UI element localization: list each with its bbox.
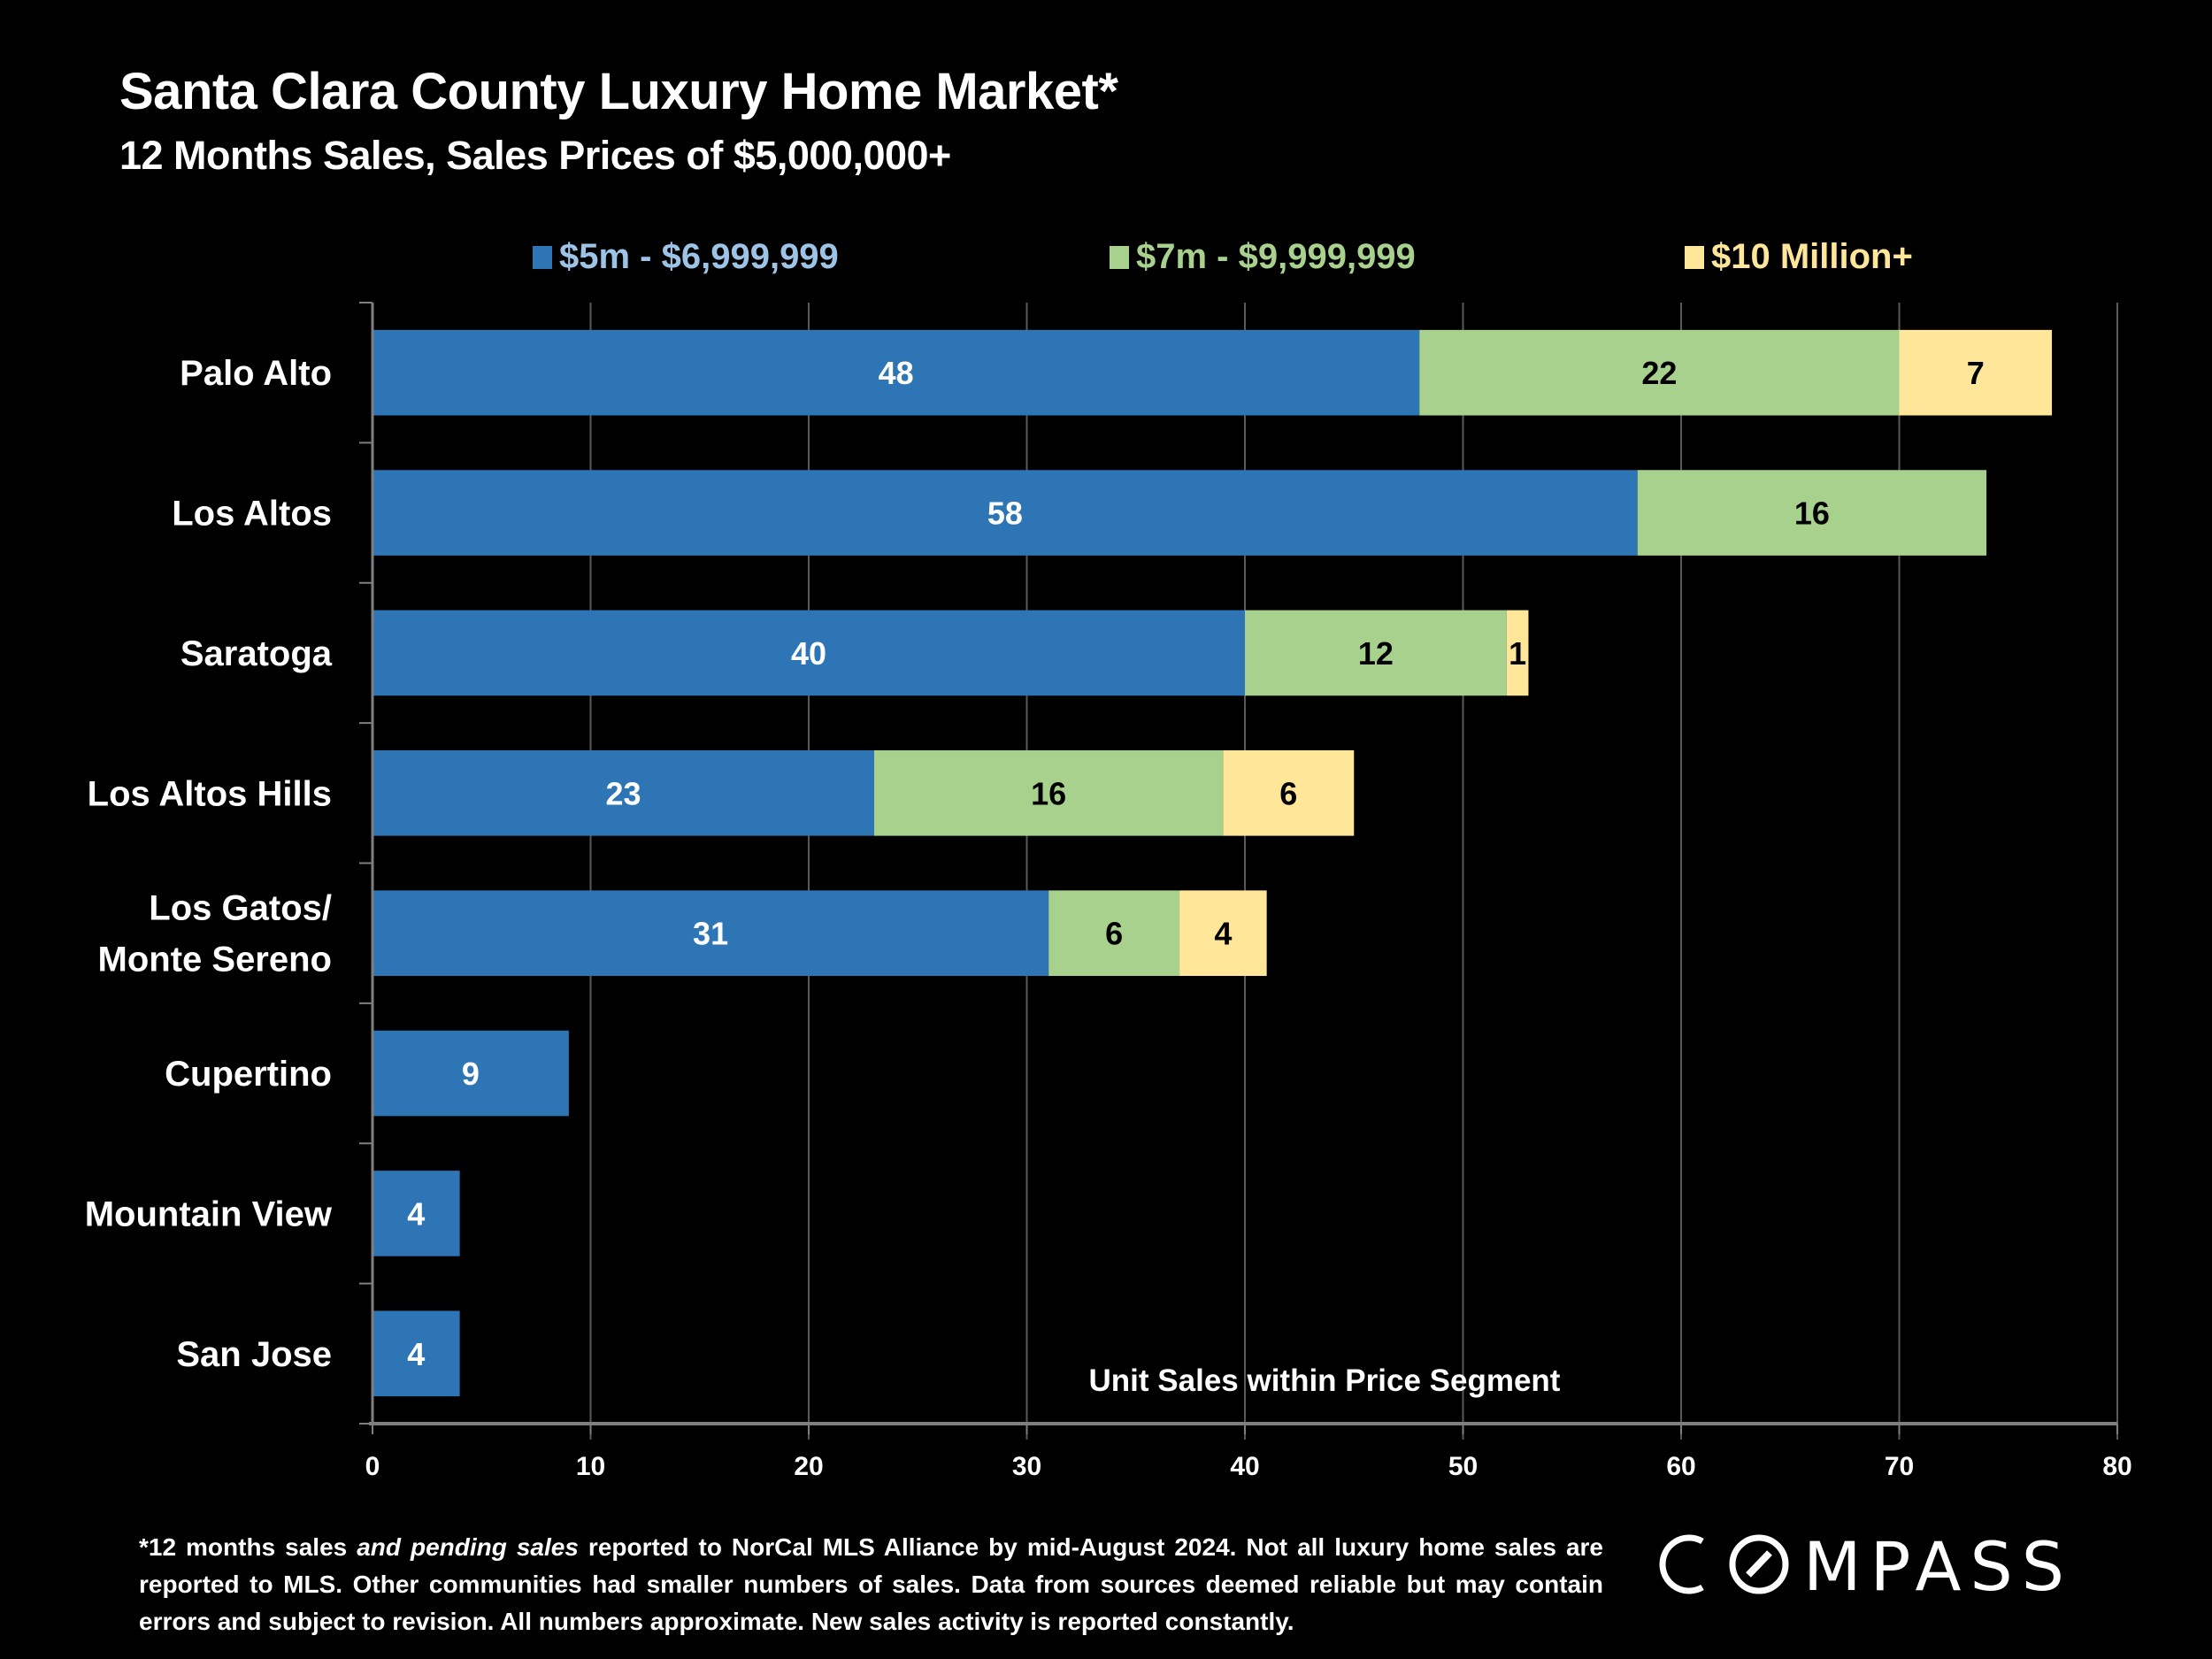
bar-value-label: 4 xyxy=(407,1336,425,1372)
bar-segment xyxy=(1048,890,1180,976)
bar-segment xyxy=(1506,610,1529,696)
legend-item-10m-plus: $10 Million+ xyxy=(1685,237,1913,277)
bar-value-label: 31 xyxy=(693,916,728,952)
bar-segment xyxy=(1637,470,1987,556)
bar-value-label: 4 xyxy=(407,1195,425,1232)
category-labels: Palo Alto Los Altos Saratoga Los Altos Hill… xyxy=(85,354,333,1374)
category-label: Saratoga xyxy=(180,634,333,673)
bar-value-label: 40 xyxy=(791,635,826,672)
bars: 48 22 7 58 16 40 12 1 23 16 6 31 6 4 9 4 4 xyxy=(373,329,2053,1397)
x-tick-label: 70 xyxy=(1885,1452,1914,1481)
category-label: Los Gatos/Monte Sereno xyxy=(98,889,332,979)
bar-value-label: 7 xyxy=(1967,355,1985,391)
bar-value-label: 22 xyxy=(1641,355,1677,391)
logo-text: MPASS xyxy=(1803,1529,2073,1600)
footnote: *12 months sales and pending sales repor… xyxy=(139,1529,1603,1640)
bar-value-label: 48 xyxy=(879,355,914,391)
x-tick-label: 60 xyxy=(1666,1452,1695,1481)
legend-swatch-green xyxy=(1110,245,1129,269)
x-tick-label: 0 xyxy=(365,1452,380,1481)
category-label: Palo Alto xyxy=(180,354,332,393)
legend-label: $7m - $9,999,999 xyxy=(1136,237,1416,276)
x-axis-title: Unit Sales within Price Segment xyxy=(1089,1363,1561,1398)
legend-swatch-yellow xyxy=(1685,245,1704,269)
bar-value-label: 6 xyxy=(1279,775,1297,811)
bar-value-label: 1 xyxy=(1509,635,1526,672)
legend-item-5m-7m: $5m - $6,999,999 xyxy=(533,237,839,277)
category-label: Los Altos Hills xyxy=(88,774,332,813)
bar-segment xyxy=(1899,329,2053,416)
category-label: Los Altos xyxy=(172,495,332,534)
bar-value-label: 23 xyxy=(605,775,641,811)
bar-segment xyxy=(873,750,1224,836)
x-tick-label: 40 xyxy=(1230,1452,1259,1481)
legend-label: $5m - $6,999,999 xyxy=(559,237,839,276)
chart-title: Santa Clara County Luxury Home Market* xyxy=(119,63,1118,120)
chart-subtitle: 12 Months Sales, Sales Prices of $5,000,… xyxy=(119,133,951,178)
logo-letter-o xyxy=(1729,1534,1789,1594)
x-tick-label: 80 xyxy=(2102,1452,2131,1481)
x-tick-label: 50 xyxy=(1448,1452,1478,1481)
bar-value-label: 6 xyxy=(1105,916,1123,952)
category-label: Mountain View xyxy=(85,1194,333,1233)
footnote-part2: reported to NorCal MLS Alliance by mid-A… xyxy=(139,1533,1604,1635)
legend-swatch-blue xyxy=(533,245,552,269)
bar-segment xyxy=(1419,329,1900,416)
bar-segment xyxy=(373,1310,460,1397)
bar-segment xyxy=(373,890,1049,976)
tick-labels: 0 10 20 30 40 50 60 70 80 xyxy=(365,1452,2132,1481)
bar-value-label: 9 xyxy=(462,1056,480,1092)
legend-item-7m-10m: $7m - $9,999,999 xyxy=(1110,237,1416,277)
logo-letter-c xyxy=(1659,1534,1704,1594)
bar-segment xyxy=(373,1030,569,1117)
legend: $5m - $6,999,999 $7m - $9,999,999 $10 Mi… xyxy=(0,237,2212,290)
compass-logo: MPASS xyxy=(1659,1529,2073,1600)
x-tick-label: 10 xyxy=(576,1452,605,1481)
bar-value-label: 16 xyxy=(1794,495,1830,532)
category-label: San Jose xyxy=(176,1335,332,1374)
category-label: Cupertino xyxy=(165,1055,332,1094)
bar-value-label: 16 xyxy=(1031,775,1066,811)
bar-segment xyxy=(1245,610,1507,696)
x-tick-label: 30 xyxy=(1012,1452,1041,1481)
bar-value-label: 4 xyxy=(1214,916,1232,952)
bar-segment xyxy=(373,610,1245,696)
bar-segment xyxy=(373,329,1420,416)
bar-segment xyxy=(373,750,874,836)
bar-value-label: 12 xyxy=(1358,635,1394,672)
compass-needle-icon xyxy=(1746,1550,1772,1578)
axes xyxy=(359,302,2118,1434)
footnote-italic: and pending sales xyxy=(357,1533,579,1561)
bar-segment xyxy=(373,1171,460,1256)
bar-segment xyxy=(1223,750,1355,836)
bar-segment xyxy=(1179,890,1267,976)
footnote-part1: *12 months sales xyxy=(139,1533,357,1561)
bar-value-label: 58 xyxy=(987,495,1023,532)
x-tick-label: 20 xyxy=(794,1452,823,1481)
legend-label: $10 Million+ xyxy=(1711,237,1913,276)
bar-segment xyxy=(373,470,1638,556)
